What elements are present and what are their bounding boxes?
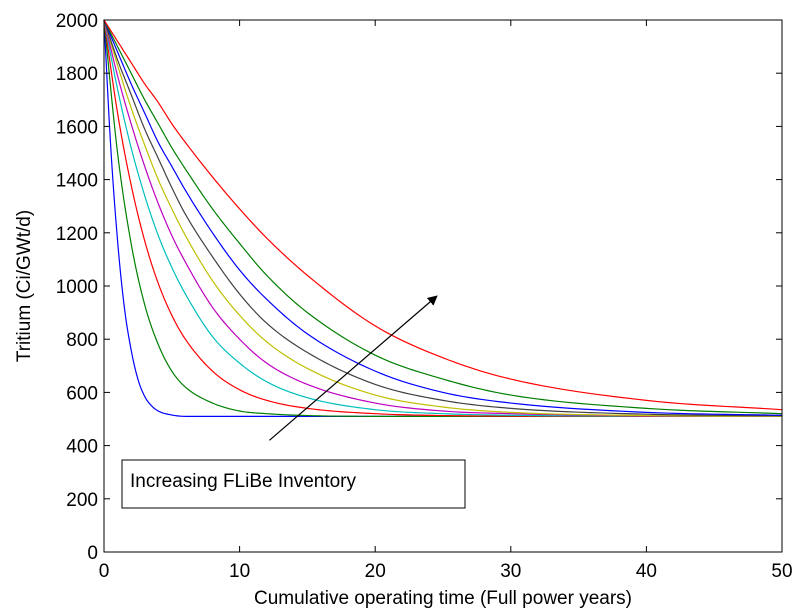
annotation-label: Increasing FLiBe Inventory: [130, 471, 357, 492]
annotation-box: [121, 459, 466, 509]
series-line-4: [103, 19, 783, 417]
y-tick-label-2000: 2000: [56, 11, 98, 32]
x-tick-label-10: 10: [229, 561, 250, 582]
y-tick-label-800: 800: [66, 330, 98, 351]
series-line-10: [103, 19, 783, 411]
y-tick-label-600: 600: [66, 383, 98, 404]
annotation-layer: Increasing FLiBe Inventory: [121, 295, 466, 509]
series-line-9: [103, 19, 783, 415]
y-tick-label-1600: 1600: [56, 117, 98, 138]
y-tick-label-0: 0: [87, 543, 98, 564]
series-layer: [103, 19, 783, 417]
annotation-arrow: [269, 295, 438, 441]
y-tick-label-400: 400: [66, 437, 98, 458]
series-line-8: [103, 19, 783, 416]
series-line-5: [103, 19, 783, 417]
series-line-3: [103, 19, 782, 417]
series-line-6: [103, 19, 783, 417]
x-tick-label-40: 40: [636, 561, 657, 582]
x-tick-label-50: 50: [771, 561, 792, 582]
x-tick-label-20: 20: [365, 561, 386, 582]
axes-layer: 0 10 20 30 40 50 0 200 400 600 800 1000 1200 1400 1600…: [56, 11, 793, 582]
series-line-7: [103, 19, 783, 417]
y-tick-label-1400: 1400: [56, 171, 98, 192]
x-axis-title: Cumulative operating time (Full power ye…: [254, 588, 632, 609]
y-tick-label-1800: 1800: [56, 64, 98, 85]
y-tick-label-1200: 1200: [56, 224, 98, 245]
y-tick-label-200: 200: [66, 490, 98, 511]
y-axis-title: Tritium (Ci/GWt/d): [14, 210, 35, 362]
x-tick-label-0: 0: [99, 561, 110, 582]
x-tick-label-30: 30: [500, 561, 521, 582]
y-tick-label-1000: 1000: [56, 277, 98, 298]
